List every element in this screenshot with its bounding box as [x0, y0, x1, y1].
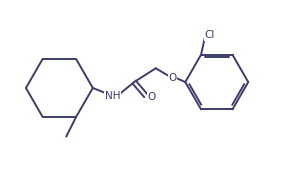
- Text: NH: NH: [105, 91, 120, 101]
- Text: O: O: [168, 73, 177, 83]
- Text: Cl: Cl: [205, 30, 215, 40]
- Text: O: O: [148, 92, 156, 102]
